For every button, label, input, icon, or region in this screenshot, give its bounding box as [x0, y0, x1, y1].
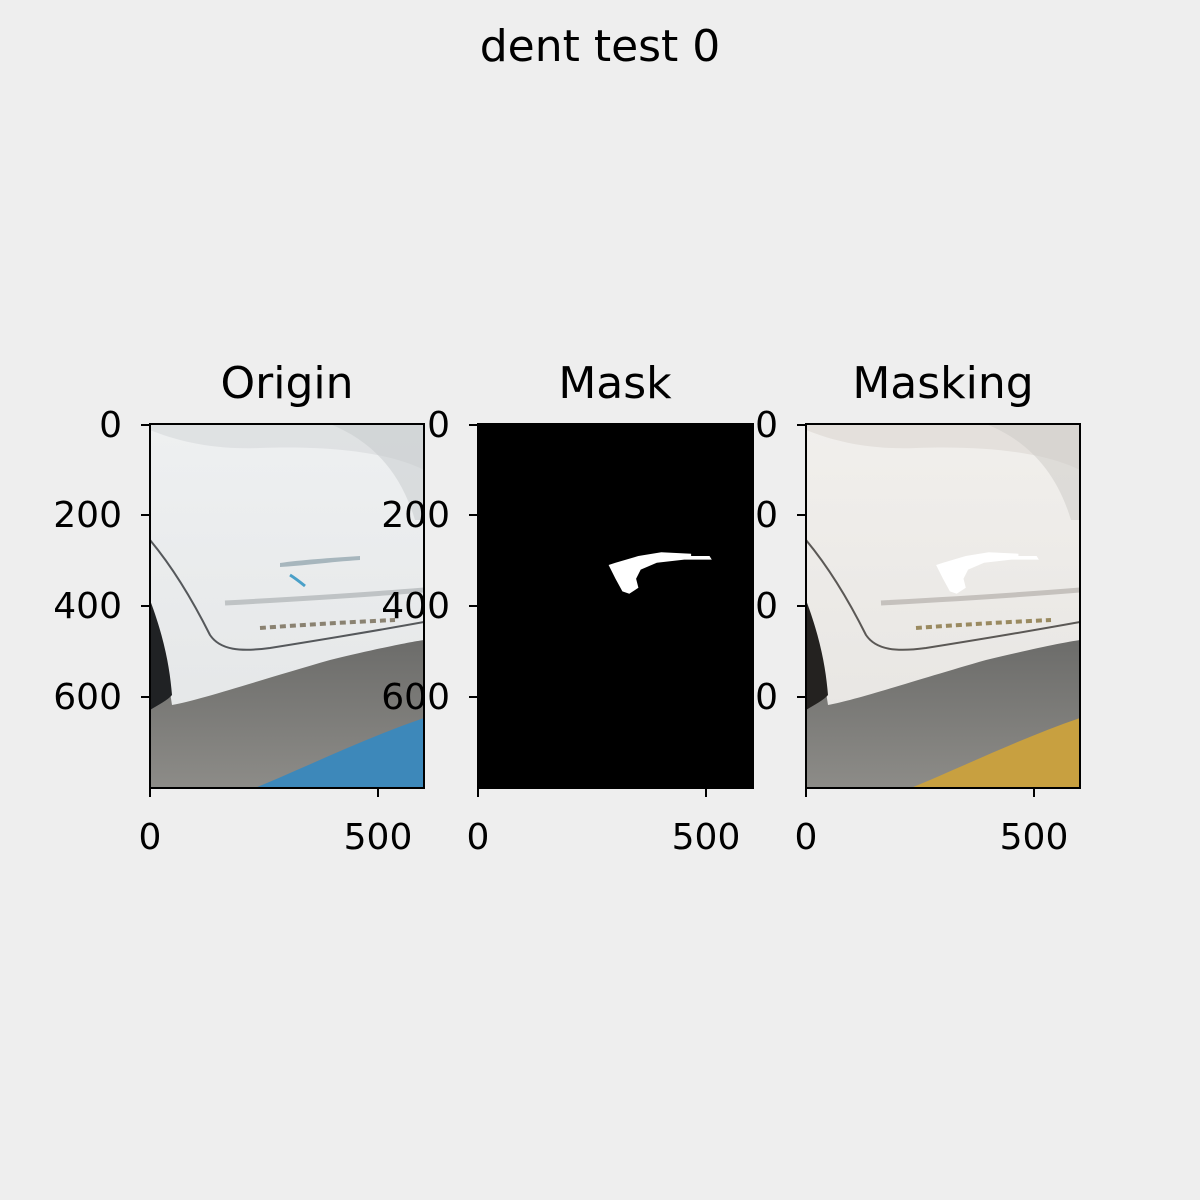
y-tick-label: 0: [755, 405, 778, 446]
y-tick-label: 200: [381, 495, 450, 536]
masking-image: [806, 424, 1080, 788]
panel-title-mask: Mask: [558, 358, 672, 409]
panel-masking: Masking 0 200 400 600 0: [709, 358, 1081, 858]
y-tick-label: 0: [427, 405, 450, 446]
axes-frame-mask: [477, 423, 754, 789]
y-ticks-origin: 0 200 400 600: [53, 405, 150, 718]
y-tick-label: 200: [53, 495, 122, 536]
origin-image: [150, 424, 424, 788]
y-tick-label: 400: [53, 586, 122, 627]
masking-overlay-region: [936, 552, 1039, 594]
x-tick-label: 0: [139, 817, 162, 858]
y-ticks-mask: 0 200 400 600: [381, 405, 478, 718]
x-tick-label: 0: [467, 817, 490, 858]
x-tick-label: 500: [672, 817, 741, 858]
y-tick-label: 600: [381, 677, 450, 718]
panel-mask: Mask 0 200 400 600 0 500: [381, 358, 754, 858]
mask-image: [478, 424, 753, 788]
y-tick-label: 400: [381, 586, 450, 627]
x-ticks-mask: 0 500: [467, 788, 741, 858]
x-tick-label: 0: [795, 817, 818, 858]
panel-title-masking: Masking: [852, 358, 1033, 409]
panel-title-origin: Origin: [221, 358, 354, 409]
y-tick-label: 0: [99, 405, 122, 446]
x-tick-label: 500: [1000, 817, 1069, 858]
x-ticks-masking: 0 500: [795, 788, 1069, 858]
y-tick-label: 600: [53, 677, 122, 718]
mask-region: [608, 552, 712, 594]
figure-title: dent test 0: [480, 21, 721, 72]
panel-origin: Origin 0 200 400 600 0: [53, 358, 425, 858]
x-tick-label: 500: [344, 817, 413, 858]
x-ticks-origin: 0 500: [139, 788, 413, 858]
